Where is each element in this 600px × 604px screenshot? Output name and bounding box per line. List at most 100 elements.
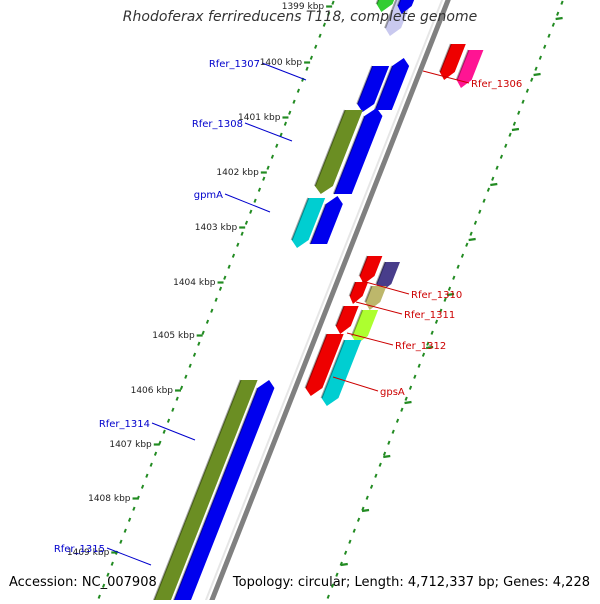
scale-tick-label: 1399 kbp [282,2,325,12]
gene-cds-block [201,380,275,529]
right-ruler-dot [382,451,387,456]
gene-cds-block [320,339,362,406]
right-ruler-dot [378,462,382,467]
gene-cds-block-shade [358,255,369,277]
left-ruler-dot [171,407,175,412]
right-ruler-dot [430,330,434,335]
left-ruler-dot [201,330,205,335]
gene-label: Rfer_1315 [54,544,105,555]
scale-tick-right [533,72,541,77]
left-ruler-dot [292,99,296,104]
gene-leader-line [244,122,293,142]
gene-cds-block [348,281,369,304]
left-ruler-dot [123,528,127,533]
gene-cds-block [304,333,344,396]
left-ruler-dot [162,429,166,434]
scale-tick-right [426,345,434,350]
left-ruler-dot [266,165,270,170]
gene-cds-block-shade [373,65,394,111]
gene-cds-block [364,285,387,310]
gene-leader-line [261,62,307,81]
gene-cds-block-shade [455,49,470,81]
left-ruler-dot [288,110,292,115]
left-ruler-dot [227,264,231,269]
gene-cds-block [313,109,363,194]
right-ruler-dot [374,473,378,478]
gene-label: gpsA [380,387,405,398]
right-ruler-dot [335,572,339,577]
gene-label: Rfer_1314 [99,419,150,430]
left-ruler-dot [140,484,145,489]
right-ruler-dot [538,55,542,60]
right-ruler-dot [395,418,400,423]
gene-cds-block-shade [320,339,346,399]
gene-cds-block [309,196,343,245]
left-ruler-dot [149,462,153,467]
right-ruler-dot [426,341,430,346]
gene-cds-block [373,58,410,111]
left-ruler-dot [101,583,106,588]
gene-cds-block-shade [364,285,373,303]
right-ruler-dot [400,407,404,412]
gene-cds-block-shade [375,261,386,285]
genome-title: Rhodoferax ferrireducens T118, complete … [122,9,478,25]
left-ruler-dot [231,253,236,258]
left-ruler-dot [197,341,201,346]
left-ruler-dot [327,11,331,16]
right-ruler-dot [417,363,421,368]
left-ruler-dot [257,187,262,192]
right-ruler-dot [352,528,356,533]
gene-cds-block-shade [313,109,346,187]
right-ruler-dot [443,297,447,302]
gene-cds-block-shade [171,527,204,604]
left-ruler-dot [188,363,192,368]
right-ruler-dot [504,143,508,148]
left-ruler-dot [322,22,326,27]
gene-cds-block-body [365,286,387,310]
right-ruler-dot [356,517,361,522]
gene-cds-block-body [152,522,202,604]
gene-leader-line [355,301,403,315]
right-ruler-dot [551,22,555,27]
gene-label: Rfer_1312 [395,341,446,352]
right-ruler-dot [517,110,521,115]
left-ruler-dot [145,473,149,478]
gene-leader-line [224,193,271,213]
left-ruler-dot [318,33,322,38]
left-ruler-dot [214,297,218,302]
gene-cds-block-shade [348,281,357,297]
gene-cds-block-shade [384,0,398,29]
right-ruler-dot [391,429,395,434]
left-ruler-dot [106,572,110,577]
right-ruler-dot [439,308,443,313]
gene-label: Rfer_1310 [411,290,462,301]
gene-cds-block-shade [332,115,366,195]
gene-cds-block-body [374,58,410,110]
genome-backbone [207,0,451,604]
gene-cds-block-shade [375,0,380,5]
scale-tick-label: 1404 kbp [173,278,216,288]
gene-cds-block-body [359,256,383,284]
gene-leader-line [151,422,196,441]
scale-tick-label: 1400 kbp [260,58,303,68]
gene-cds-block [332,108,383,195]
scale-tick-right [490,182,498,187]
right-ruler-dot [343,550,348,555]
left-ruler-dot [296,88,301,93]
gene-cds-block-shade [356,65,374,105]
right-ruler-dot [330,583,335,588]
right-ruler-dot [499,154,504,159]
right-ruler-dot [348,539,352,544]
right-ruler-dot [326,594,330,599]
left-ruler-dot [153,451,158,456]
gene-cds-block-body [314,110,363,194]
left-ruler-dot [275,143,279,148]
left-ruler-dot [283,121,288,126]
right-ruler-dot [434,319,439,324]
left-ruler-dot [119,539,123,544]
scale-tick-right [446,292,455,297]
scale-tick-right [511,127,520,132]
left-ruler-dot [132,506,136,511]
right-ruler-dot [556,11,560,16]
